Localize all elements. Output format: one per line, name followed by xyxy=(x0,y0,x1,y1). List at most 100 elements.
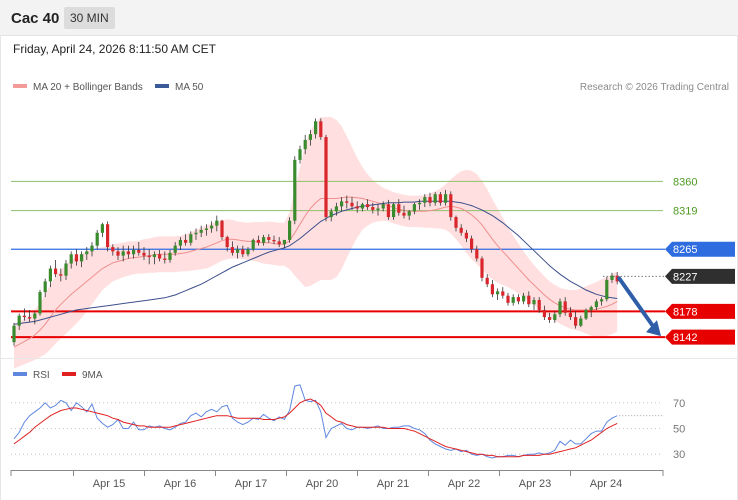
candle-body xyxy=(12,325,16,343)
level-tag-8319: 8319 xyxy=(673,206,697,218)
candle-body xyxy=(340,201,344,207)
candle xyxy=(438,192,442,206)
candle xyxy=(423,194,427,208)
candle-body xyxy=(470,238,474,250)
candle-body xyxy=(480,258,484,278)
candle-body xyxy=(142,252,146,256)
candle-body xyxy=(548,317,552,320)
candle xyxy=(475,245,479,262)
level-tag-8360: 8360 xyxy=(673,176,697,188)
ma50-line xyxy=(13,200,618,325)
candle-body xyxy=(204,228,208,230)
candle-body xyxy=(475,249,479,259)
candle xyxy=(371,202,375,214)
candle-body xyxy=(199,229,203,233)
candle xyxy=(215,215,219,232)
candle-body xyxy=(314,121,318,135)
candle-body xyxy=(366,204,370,208)
candle-body xyxy=(574,317,578,326)
candle-body xyxy=(303,139,307,150)
candle xyxy=(12,322,16,346)
candle-body xyxy=(173,245,177,253)
candle-body xyxy=(454,217,458,228)
candle xyxy=(246,247,250,257)
candle-body xyxy=(563,301,567,313)
candle xyxy=(293,156,297,225)
candle xyxy=(38,289,42,316)
candle-body xyxy=(329,211,333,218)
candle-body xyxy=(392,204,396,218)
candle-body xyxy=(600,299,604,302)
candle xyxy=(594,299,598,310)
candle xyxy=(459,224,463,236)
timestamp: Friday, April 24, 2026 8:11:50 AM CET xyxy=(13,42,216,56)
candle xyxy=(116,247,120,260)
candle-body xyxy=(256,239,260,243)
candle xyxy=(106,221,110,252)
candle-body xyxy=(178,239,182,246)
rsi-line xyxy=(13,384,618,459)
rsi-legend-label: RSI xyxy=(33,370,50,381)
candle xyxy=(579,315,583,328)
candle-body xyxy=(449,194,453,218)
candle-body xyxy=(241,249,245,255)
candle xyxy=(194,228,198,240)
candle xyxy=(28,309,32,323)
candle-body xyxy=(360,204,364,209)
candle xyxy=(241,245,245,258)
level-tag-label: 8178 xyxy=(673,306,697,318)
candle-body xyxy=(100,224,104,233)
candle xyxy=(418,199,422,210)
candle-body xyxy=(168,252,172,260)
timeframe-button[interactable]: 30 MIN xyxy=(64,7,115,29)
candle-body xyxy=(568,312,572,318)
candle-body xyxy=(423,197,427,203)
candle-body xyxy=(69,254,73,264)
candle xyxy=(22,308,26,321)
candle-body xyxy=(511,297,515,303)
candle-body xyxy=(516,297,520,302)
candle xyxy=(147,249,151,265)
rsi-ma-line xyxy=(13,398,618,458)
candle-body xyxy=(33,313,37,319)
candle-body xyxy=(59,274,63,276)
level-tag-bg xyxy=(665,241,735,257)
candle-body xyxy=(386,204,390,218)
candle-body xyxy=(267,237,271,240)
x-axis: Apr 15 Apr 16 Apr 17 Apr 20 Apr 21 Apr 22 Apr … xyxy=(10,470,664,490)
candle-body xyxy=(345,201,349,203)
candle-body xyxy=(116,251,120,256)
bollinger-bands xyxy=(14,117,618,369)
candle xyxy=(350,197,354,210)
candle-body xyxy=(163,258,167,260)
candle xyxy=(262,234,266,246)
candle-body xyxy=(532,299,536,305)
level-tag-8178: 8178 xyxy=(665,303,735,319)
candle xyxy=(449,191,453,221)
candle-body xyxy=(371,207,375,210)
candle xyxy=(324,134,328,222)
candle-body xyxy=(433,194,437,203)
level-tag-bg xyxy=(665,268,735,284)
candle-body xyxy=(319,121,323,138)
x-tick-label: Apr 16 xyxy=(164,478,196,490)
candle xyxy=(126,245,130,259)
candle xyxy=(386,199,390,220)
rsi-tick-label: 30 xyxy=(673,449,685,461)
candle-body xyxy=(308,134,312,140)
ma9-legend-label: 9MA xyxy=(82,370,103,381)
instrument-name: Cac 40 xyxy=(11,10,60,27)
candle-body xyxy=(28,317,32,319)
candle xyxy=(178,237,182,250)
candle-body xyxy=(121,251,125,256)
ma50-legend-swatch xyxy=(155,84,169,88)
candle xyxy=(121,245,125,262)
candle xyxy=(428,192,432,207)
candle xyxy=(480,256,484,282)
candle xyxy=(152,251,156,265)
main-legend: MA 20 + Bollinger Bands MA 50 Research ©… xyxy=(13,82,729,93)
candle-body xyxy=(48,268,52,282)
candle xyxy=(454,215,458,232)
candle xyxy=(496,288,500,300)
